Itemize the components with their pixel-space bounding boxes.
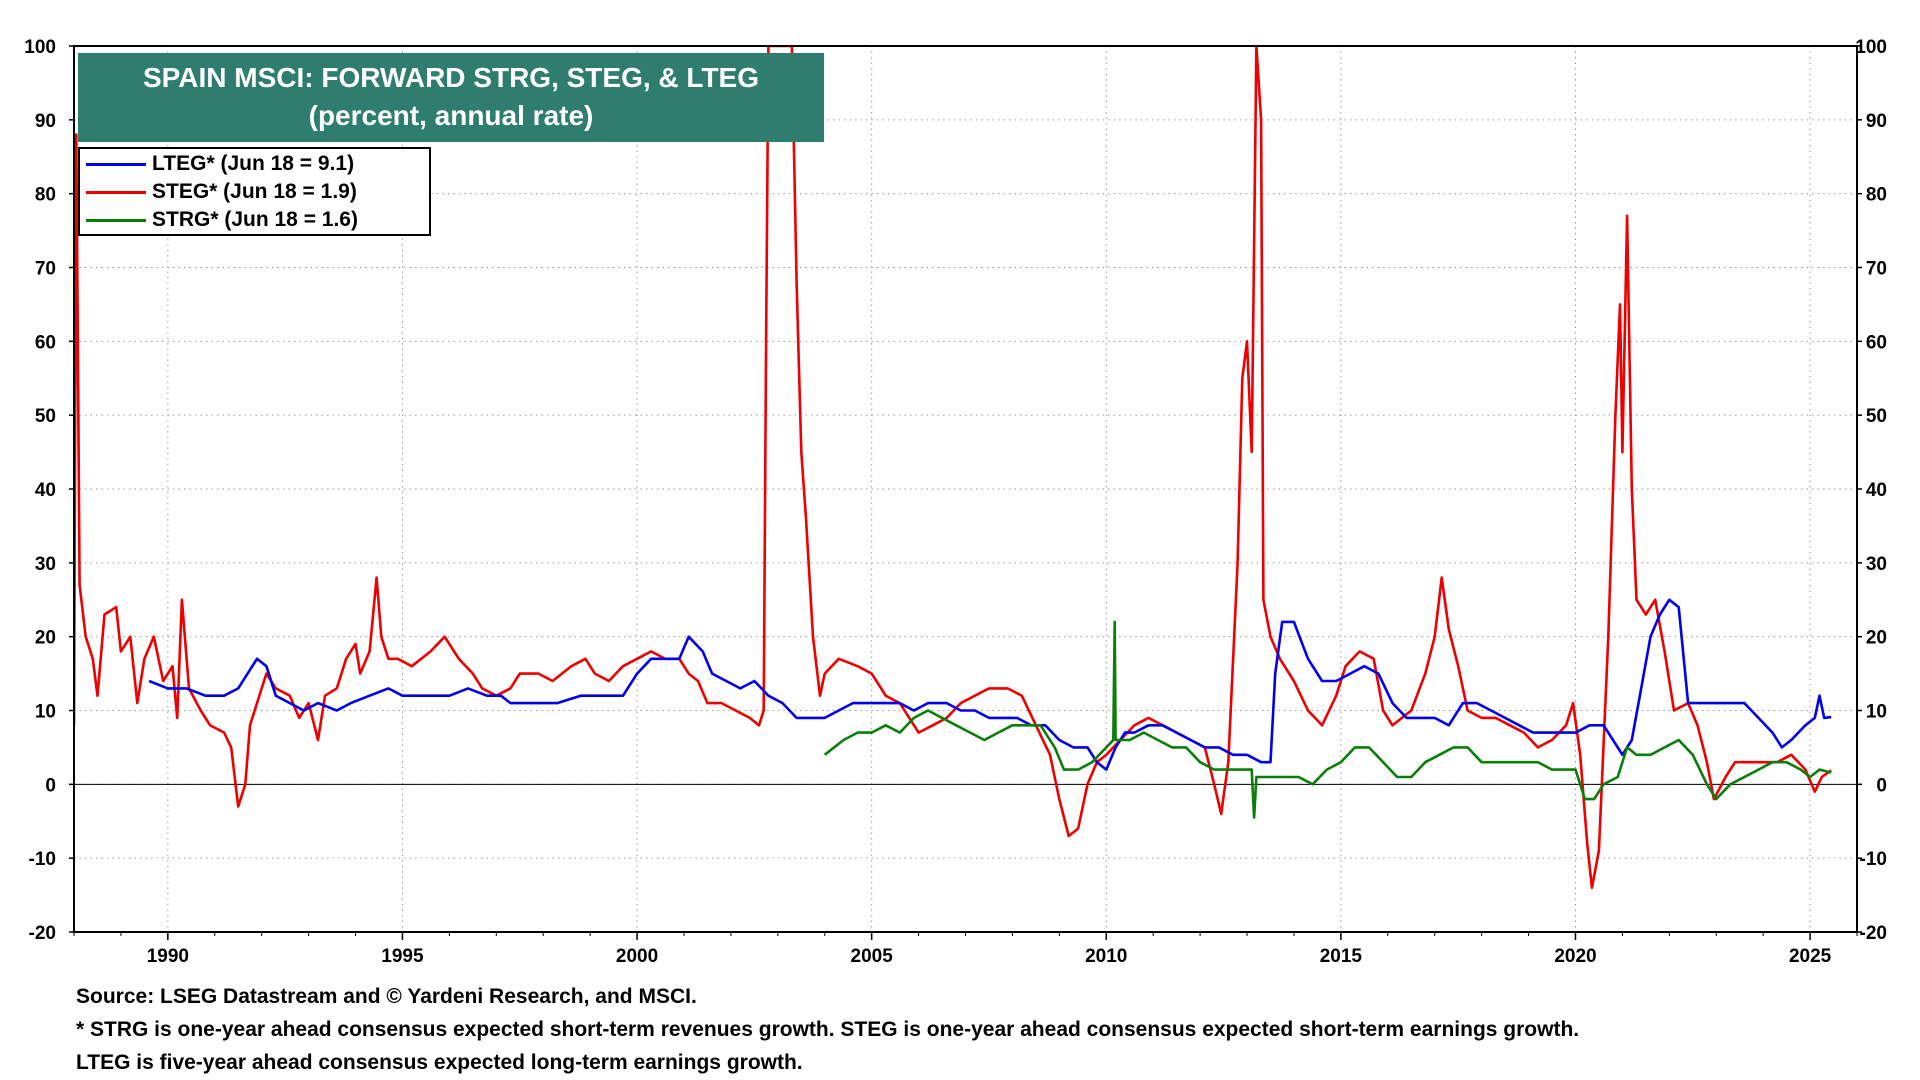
x-tick-label: 2010 [1085,946,1127,967]
x-tick-label: 1990 [147,946,189,967]
chart-title: SPAIN MSCI: FORWARD STRG, STEG, & LTEG [142,62,759,93]
legend-item-lteg: LTEG* (Jun 18 = 9.1) [80,150,429,177]
y-tick-label-right: 20 [1866,628,1887,649]
x-tick-label: 2000 [616,946,658,967]
y-tick-label-right: 70 [1866,259,1887,280]
y-tick-label-left: 100 [24,37,56,58]
plot-border [73,45,1858,933]
series-line-steg [74,46,1832,889]
y-tick-label-right: 100 [1855,37,1887,58]
chart-subtitle: (percent, annual rate) [308,100,594,131]
series-line-strg [823,620,1832,819]
y-tick-label-left: 90 [35,111,56,132]
legend-label-lteg: LTEG* (Jun 18 = 9.1) [152,152,355,175]
legend-item-strg: STRG* (Jun 18 = 1.6) [80,206,429,233]
x-tick-label: 2005 [851,946,894,967]
y-tick-label-left: 60 [35,332,56,353]
x-tick-label: 1995 [381,946,424,967]
y-tick-label-right: 30 [1866,554,1887,575]
y-tick-label-left: 20 [35,628,56,649]
y-tick-label-left: 70 [35,259,56,280]
y-tick-label-right: 0 [1876,775,1887,796]
chart-title-box: SPAIN MSCI: FORWARD STRG, STEG, & LTEG (… [78,53,824,142]
y-tick-label-right: 40 [1866,480,1887,501]
y-tick-label-right: -10 [1860,849,1887,870]
series-lines [74,46,1832,889]
legend-swatch-steg [86,191,146,194]
y-tick-label-left: 80 [35,185,56,206]
legend-item-steg: STEG* (Jun 18 = 1.9) [80,178,429,205]
y-tick-label-right: 10 [1866,702,1887,723]
y-tick-label-left: 10 [35,702,56,723]
y-tick-label-right: -20 [1860,923,1887,944]
legend-swatch-lteg [86,163,146,166]
y-tick-label-left: -10 [29,849,56,870]
y-tick-label-right: 80 [1866,185,1887,206]
legend: LTEG* (Jun 18 = 9.1) STEG* (Jun 18 = 1.9… [78,147,431,236]
legend-label-steg: STEG* (Jun 18 = 1.9) [152,180,357,203]
source-note: Source: LSEG Datastream and © Yardeni Re… [76,985,697,1008]
y-tick-label-left: 50 [35,406,56,427]
legend-label-strg: STRG* (Jun 18 = 1.6) [152,208,358,231]
definition-note-lteg: LTEG is five-year ahead consensus expect… [76,1051,803,1074]
y-tick-label-right: 50 [1866,406,1887,427]
definition-note-strg-steg: * STRG is one-year ahead consensus expec… [76,1018,1580,1041]
plot-frame [73,45,1858,933]
y-tick-label-left: 30 [35,554,56,575]
y-tick-label-left: -20 [29,923,56,944]
x-tick-label: 2020 [1554,946,1596,967]
x-tick-label: 2015 [1320,946,1363,967]
y-tick-label-left: 40 [35,480,56,501]
y-tick-label-left: 0 [45,775,56,796]
series-line-lteg [148,598,1832,771]
y-tick-label-right: 90 [1866,111,1887,132]
x-tick-label: 2025 [1789,946,1832,967]
y-tick-label-right: 60 [1866,332,1887,353]
legend-swatch-strg [86,219,146,222]
